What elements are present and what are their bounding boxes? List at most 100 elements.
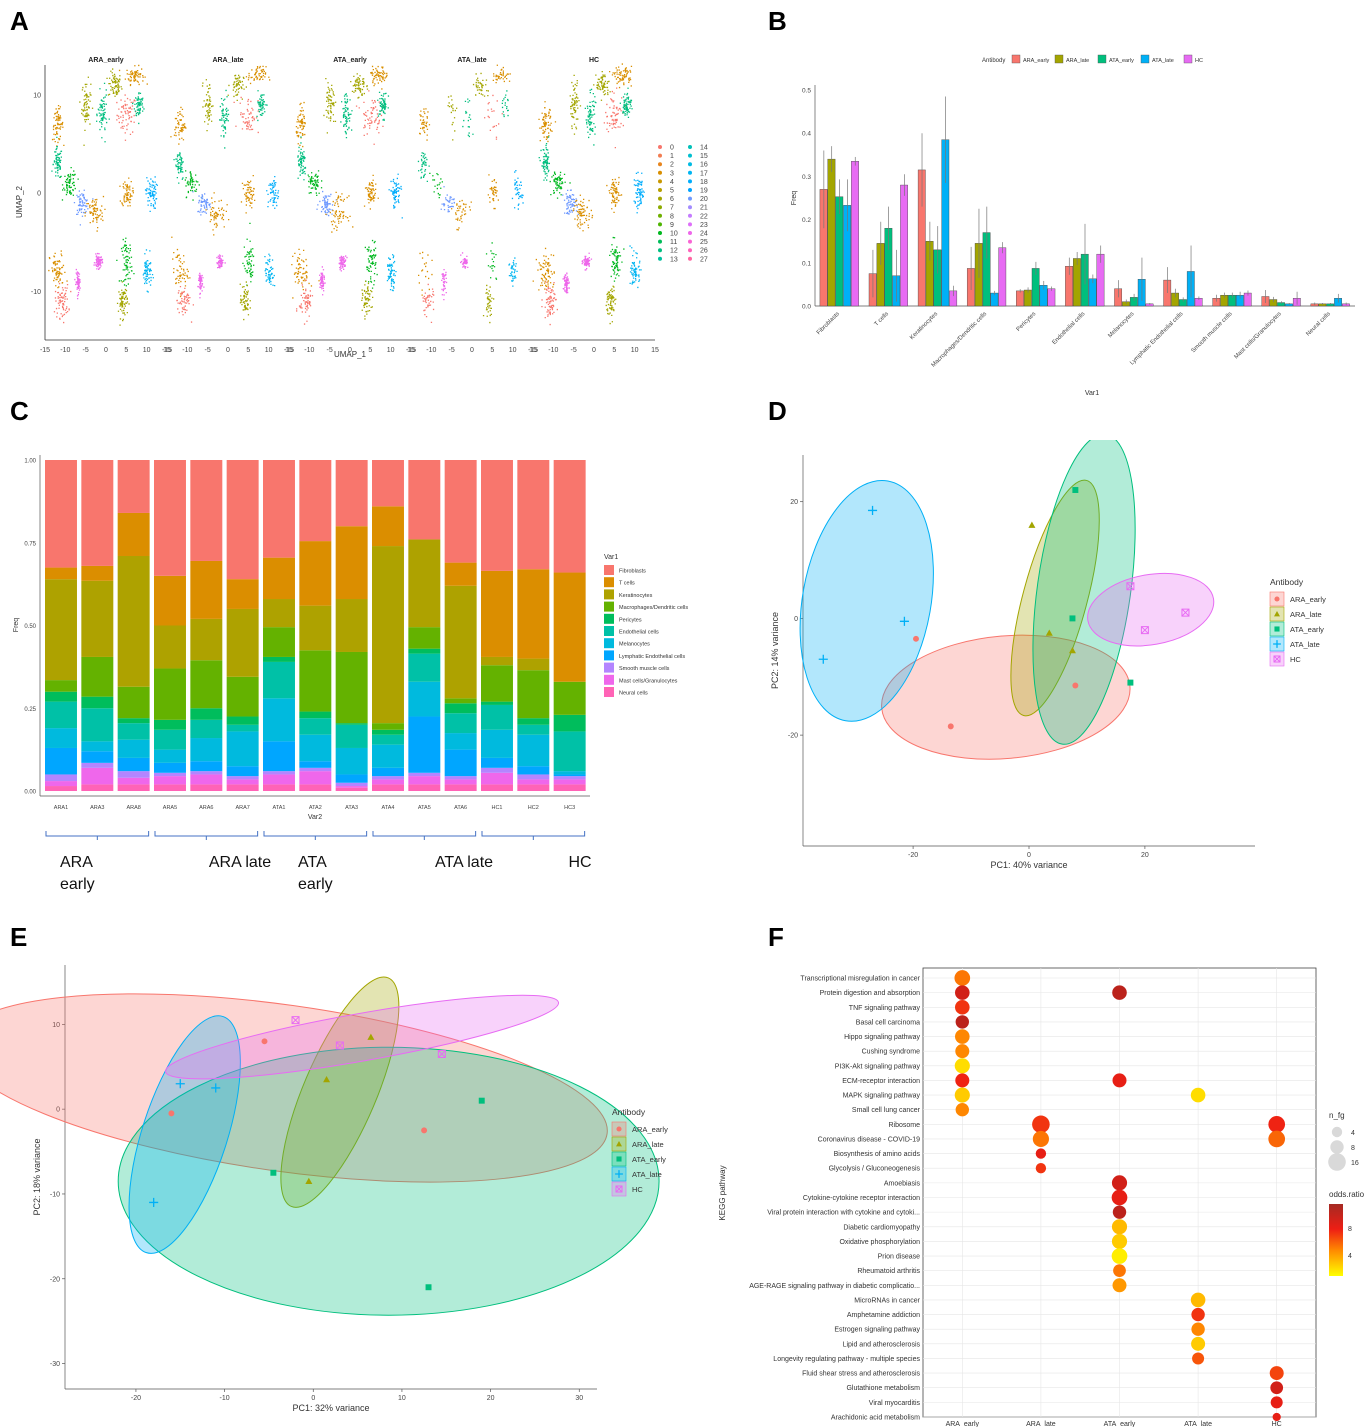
panel-label-b: B (768, 6, 787, 36)
legend-label: Fibroblasts (619, 569, 646, 575)
enrichment-dot (1192, 1352, 1205, 1365)
group-bracket (263, 831, 368, 840)
stack-segment (81, 696, 114, 709)
legend-key (658, 231, 662, 235)
facet-title: ARA_late (212, 57, 243, 64)
x-tick-label: Smooth muscle cells (1191, 311, 1234, 354)
stack-segment (408, 627, 441, 649)
stack-segment (481, 757, 513, 768)
legend-key (658, 239, 662, 244)
x-tick-label: 0 (470, 347, 474, 354)
cluster-points (106, 68, 123, 97)
stack-segment (117, 718, 150, 724)
cluster-points (219, 89, 230, 149)
x-tick-label: ARA1 (54, 805, 68, 811)
stack-segment (408, 539, 441, 628)
facet-title: ARA_early (88, 57, 124, 64)
pathway-label: ECM-receptor interaction (842, 1078, 920, 1085)
cluster-points (51, 105, 65, 147)
cluster-points (485, 242, 498, 280)
data-point (1126, 582, 1135, 591)
pathway-label: MicroRNAs in cancer (854, 1297, 920, 1304)
data-point (616, 1156, 622, 1162)
stack-segment (154, 625, 186, 669)
x-tick-label: Mast cells/Granulocytes (1233, 311, 1282, 360)
cluster-points (562, 189, 579, 215)
bar (827, 158, 836, 307)
x-tick-label: -10 (182, 347, 192, 354)
stack-segment (117, 723, 150, 740)
legend-label: 9 (670, 222, 674, 229)
y-tick-label: 0.50 (24, 624, 36, 630)
stack-segment (117, 460, 150, 513)
x-tick-label: -10 (548, 347, 558, 354)
enrichment-dot (1111, 1189, 1128, 1206)
stack-segment (226, 579, 259, 609)
legend-key (688, 239, 692, 244)
legend-label: 21 (700, 205, 708, 212)
y-tick-label: 0.2 (802, 217, 811, 224)
stack-segment (226, 608, 259, 677)
legend-label: 14 (700, 145, 708, 152)
stack-segment (372, 744, 404, 768)
x-tick-label: HC2 (528, 805, 539, 811)
cluster-points (422, 283, 435, 323)
stack-segment (553, 731, 586, 772)
legend-label: Pericytes (619, 617, 642, 623)
x-tick-label: HC1 (491, 805, 502, 811)
enrichment-dot (1191, 1307, 1205, 1322)
cluster-points (323, 78, 337, 134)
stack-segment (444, 585, 477, 699)
bar (900, 184, 908, 307)
stack-segment (117, 771, 150, 778)
cluster-points (51, 136, 63, 178)
data-point (421, 1127, 428, 1134)
enrichment-dot (1190, 1087, 1206, 1103)
legend-key (604, 650, 614, 661)
group-label: ARA early (60, 852, 160, 896)
stack-segment (517, 766, 550, 775)
legend-key (688, 170, 692, 175)
size-legend-key (1331, 1126, 1343, 1138)
cluster-points (532, 247, 555, 291)
enrichment-dot (1191, 1336, 1206, 1351)
x-tick-label: 15 (163, 347, 171, 354)
cluster-points (116, 94, 137, 141)
cluster-points (419, 108, 431, 141)
cluster-points (144, 176, 158, 212)
x-tick-label: 15 (651, 347, 659, 354)
group-bracket (45, 831, 150, 840)
stack-segment (553, 779, 586, 785)
stack-segment (335, 723, 368, 725)
x-tick-label: Melanocytes (1107, 311, 1135, 339)
bar (1016, 290, 1024, 307)
stack-segment (444, 713, 477, 734)
enrichment-dot (1035, 1163, 1047, 1174)
panel-label-a: A (10, 6, 29, 36)
data-point (175, 1079, 185, 1089)
legend-key (688, 145, 692, 149)
legend-key (658, 145, 662, 149)
cluster-points (264, 253, 276, 287)
stack-segment (517, 784, 550, 791)
stack-segment (81, 460, 114, 566)
cluster-points (363, 174, 379, 210)
legend-title: Antibody (1270, 577, 1304, 587)
stack-segment (408, 776, 441, 785)
stack-segment (263, 698, 295, 742)
cluster-points (361, 280, 374, 320)
x-tick-label: 10 (265, 347, 273, 354)
stack-segment (190, 708, 223, 720)
x-tick-label: 15 (285, 347, 293, 354)
y-axis-title: UMAP_2 (15, 185, 24, 218)
stack-segment (372, 734, 404, 745)
stack-segment (553, 714, 586, 732)
cluster-points (79, 76, 94, 146)
data-point (291, 1016, 300, 1025)
legend-key (604, 687, 614, 697)
stack-segment (408, 648, 441, 654)
x-tick-label: 10 (143, 347, 151, 354)
data-point (149, 1197, 159, 1207)
data-point (1181, 608, 1190, 617)
data-point (913, 635, 919, 642)
